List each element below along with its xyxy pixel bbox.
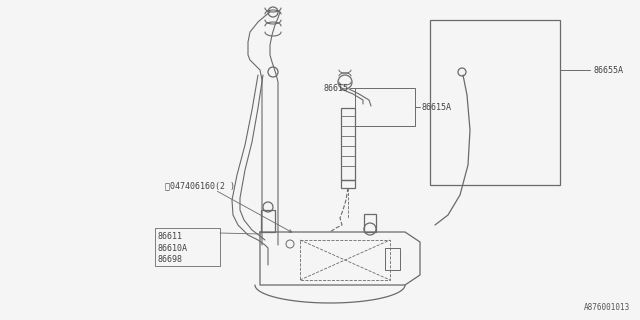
Text: 86615A: 86615A xyxy=(422,102,452,111)
Text: 86611: 86611 xyxy=(158,231,183,241)
Text: A876001013: A876001013 xyxy=(584,303,630,312)
Text: Ⓢ047406160(2 ): Ⓢ047406160(2 ) xyxy=(165,181,235,190)
Text: 86615: 86615 xyxy=(324,84,349,92)
Bar xyxy=(385,248,400,270)
Bar xyxy=(430,20,560,185)
Bar xyxy=(341,108,355,180)
Bar xyxy=(355,88,415,126)
Bar xyxy=(155,228,220,266)
Bar xyxy=(261,210,275,232)
Text: 86655A: 86655A xyxy=(593,66,623,75)
Text: 86698: 86698 xyxy=(158,255,183,265)
Bar xyxy=(364,214,376,232)
Text: 86610A: 86610A xyxy=(158,244,188,252)
Bar xyxy=(341,180,355,188)
